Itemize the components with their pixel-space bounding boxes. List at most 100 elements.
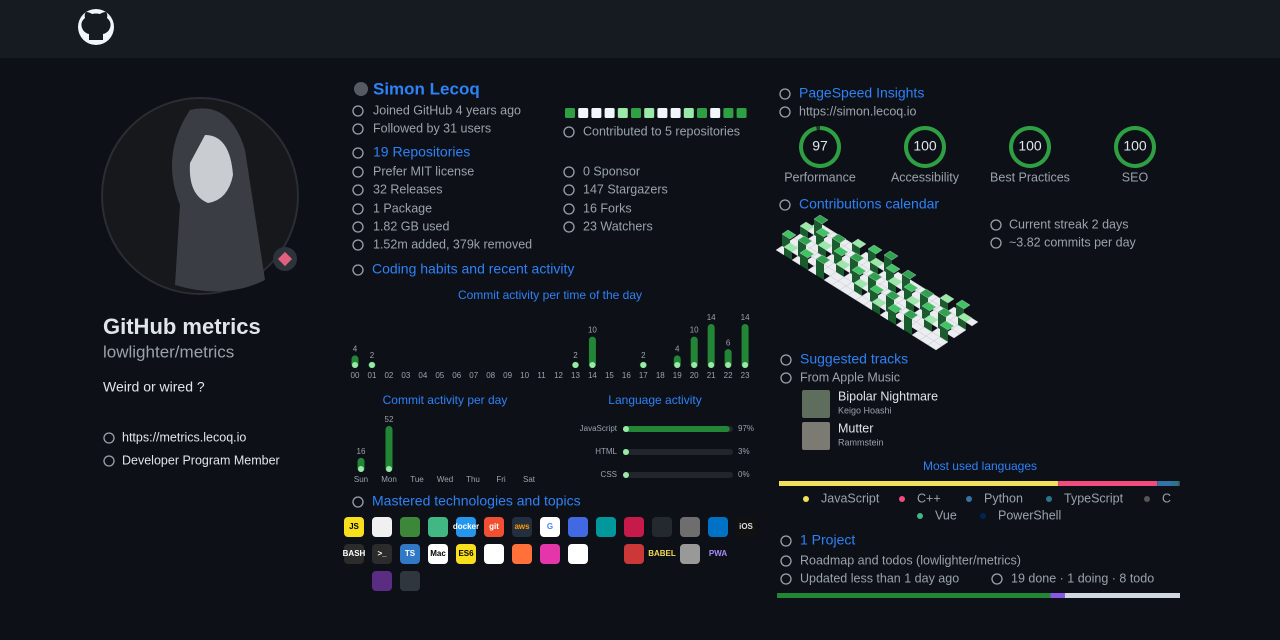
- x-tick-label: 09: [503, 371, 512, 380]
- topic-icon: [372, 571, 392, 591]
- x-tick-label: 11: [537, 371, 546, 380]
- contribution-square: [591, 108, 602, 118]
- topic-label: git: [489, 522, 499, 531]
- gauge-label: Performance: [784, 170, 856, 184]
- topic-icon: [456, 544, 476, 564]
- topic-icon: [652, 544, 672, 564]
- topic-icon: [708, 517, 728, 537]
- calendar-side: [958, 317, 966, 330]
- bar: [623, 426, 730, 432]
- icon: [352, 123, 364, 135]
- calendar-tile: [797, 235, 813, 246]
- github-logo[interactable]: [78, 9, 114, 45]
- topic-label: TS: [405, 549, 416, 558]
- icon: [352, 105, 364, 117]
- calendar-tile: [799, 221, 815, 232]
- x-tick-label: Sun: [354, 475, 368, 484]
- x-tick-label: Tue: [410, 475, 424, 484]
- value-label: 2: [370, 351, 375, 360]
- icon: [352, 264, 364, 276]
- project-status: 19 done · 1 doing · 8 todo: [1011, 571, 1154, 585]
- legend-dot: [917, 513, 923, 519]
- topic-icon: [680, 517, 700, 537]
- legend-label: JavaScript: [821, 491, 880, 505]
- topic-icon: [680, 544, 700, 564]
- bar-dot: [708, 362, 715, 368]
- icon: [563, 221, 575, 233]
- x-tick-label: 23: [741, 371, 750, 380]
- gauge-value: 100: [913, 138, 937, 154]
- calendar-side: [870, 262, 878, 275]
- value-label: 2: [641, 351, 646, 360]
- section-title: 1 Project: [800, 532, 855, 548]
- x-tick-label: 01: [368, 371, 377, 380]
- icon: [990, 237, 1002, 249]
- user-forks: 16 Forks: [583, 201, 632, 215]
- topic-label: Mac: [430, 549, 446, 558]
- y-tick-label: HTML: [595, 447, 617, 456]
- track-cover: [802, 390, 830, 418]
- header-bar: [0, 0, 1280, 58]
- x-tick-label: Wed: [437, 475, 453, 484]
- section-title[interactable]: PageSpeed Insights: [799, 85, 924, 101]
- bar-segment: [779, 481, 1059, 486]
- profile-website[interactable]: https://metrics.lecoq.io: [122, 430, 246, 444]
- bar-segment: [1058, 481, 1158, 486]
- topic-icon: [400, 517, 420, 537]
- icon: [779, 88, 791, 100]
- bar: [588, 336, 596, 368]
- topic-label: iOS: [739, 522, 753, 531]
- calendar-tile: [833, 246, 849, 257]
- bar: [385, 426, 393, 472]
- chart-title: Language activity: [608, 393, 701, 407]
- contribution-square: [631, 108, 641, 118]
- icon: [103, 432, 115, 444]
- gauge-arc: [904, 126, 946, 168]
- icon: [352, 221, 364, 233]
- legend-dot: [1046, 496, 1052, 502]
- topic-icon: [624, 544, 644, 564]
- calendar-tile: [869, 257, 885, 268]
- icon: [563, 203, 575, 215]
- calendar-tile: [885, 263, 901, 274]
- track-cover: [802, 422, 830, 450]
- gauge-value: 100: [1123, 138, 1147, 154]
- user-name[interactable]: Simon Lecoq: [373, 79, 480, 98]
- gauge-value: 100: [1018, 138, 1042, 154]
- section-title: Coding habits and recent activity: [372, 261, 574, 277]
- track-title: Mutter: [838, 421, 873, 435]
- calendar-tile: [927, 340, 943, 351]
- calendar-tile: [815, 254, 831, 265]
- topic-icon: [484, 517, 504, 537]
- topic-label: >_: [377, 549, 387, 558]
- chart-title: Commit activity per time of the day: [458, 288, 642, 302]
- x-tick-label: 20: [690, 371, 699, 380]
- icon: [563, 166, 575, 178]
- avatar: [101, 97, 299, 295]
- bar-dot: [572, 362, 579, 368]
- bar-segment: [1171, 481, 1178, 486]
- topic-icon: [428, 544, 448, 564]
- calendar-tile: [955, 299, 971, 310]
- calendar-tile: [831, 233, 847, 244]
- calendar-side: [816, 259, 824, 280]
- bar-dot: [358, 466, 364, 472]
- value-label: 14: [707, 313, 716, 322]
- calendar-side: [940, 325, 948, 342]
- value-label: 4: [353, 345, 358, 354]
- value-label: 97%: [738, 424, 754, 433]
- profile-badge: Developer Program Member: [122, 453, 280, 467]
- topic-label: docker: [453, 522, 479, 531]
- x-tick-label: 15: [605, 371, 614, 380]
- topic-label: JS: [349, 522, 359, 531]
- y-tick-label: JavaScript: [580, 424, 618, 433]
- calendar-streak: Current streak 2 days: [1009, 217, 1129, 231]
- profile-bio: Weird or wired ?: [103, 379, 205, 395]
- topic-icon: [736, 544, 756, 564]
- calendar-side: [888, 281, 896, 294]
- legend-dot: [966, 496, 972, 502]
- user-repositories[interactable]: 19 Repositories: [373, 144, 470, 160]
- bar-segment: [1177, 481, 1180, 486]
- x-tick-label: 03: [401, 371, 410, 380]
